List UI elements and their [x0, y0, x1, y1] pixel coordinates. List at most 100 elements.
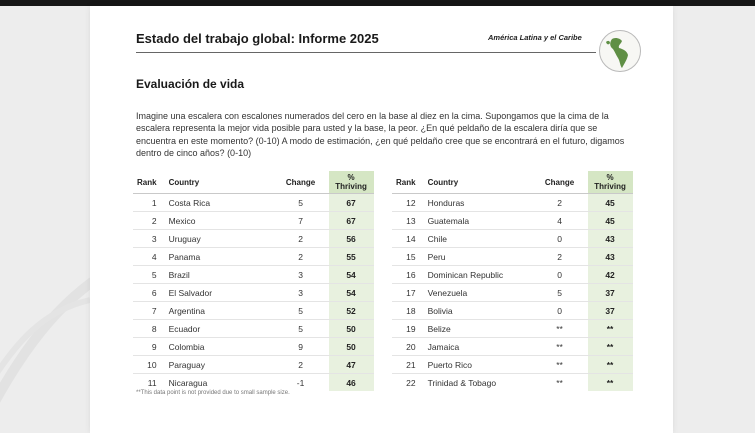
rank-cell: 12	[392, 193, 420, 212]
rank-cell: 16	[392, 265, 420, 284]
country-cell: Trinidad & Tobago	[427, 377, 497, 388]
rank-cell: 11	[147, 377, 157, 388]
thriving-cell: 56	[328, 229, 374, 248]
country-cell: Ecuador	[160, 319, 273, 338]
country-cell: Argentina	[160, 301, 273, 320]
thriving-cell: 46	[328, 373, 374, 391]
americas-globe-icon	[599, 30, 641, 72]
change-cell: **	[531, 355, 588, 374]
table-header-row: Rank Country Change % Thriving	[392, 171, 633, 194]
rank-cell: 22	[406, 377, 416, 388]
table-header-row: Rank Country Change % Thriving	[133, 171, 374, 194]
rank-cell: 6	[133, 283, 161, 302]
rank-header: Rank	[133, 171, 161, 194]
table-row: 2 Mexico 7 67	[133, 211, 374, 230]
change-cell: 2	[531, 193, 588, 212]
section-title: Evaluación de vida	[136, 77, 245, 91]
country-cell: Honduras	[419, 193, 532, 212]
change-cell: 0	[531, 301, 588, 320]
thriving-cell: **	[587, 337, 633, 356]
change-cell: 3	[272, 283, 329, 302]
table-row: 7 Argentina 5 52	[133, 301, 374, 320]
thriving-cell: 67	[328, 211, 374, 230]
country-cell: Guatemala	[419, 211, 532, 230]
country-cell: Jamaica	[419, 337, 532, 356]
question-text: Imagine una escalera con escalones numer…	[136, 111, 625, 159]
table-row: 5 Brazil 3 54	[133, 265, 374, 284]
change-cell: 2	[531, 247, 588, 266]
header-divider	[136, 52, 596, 53]
rank-cell: 15	[392, 247, 420, 266]
thriving-cell: 67	[328, 193, 374, 212]
table-row: 19 Belize ** **	[392, 319, 633, 338]
table-row: 22 Trinidad & Tobago ** **	[392, 373, 633, 391]
thriving-cell: **	[587, 355, 633, 374]
thriving-cell: 55	[328, 247, 374, 266]
thriving-cell: 45	[587, 193, 633, 212]
footnote: **This data point is not provided due to…	[136, 390, 290, 396]
change-cell: **	[531, 337, 588, 356]
country-cell: Bolivia	[419, 301, 532, 320]
table-row: 17 Venezuela 5 37	[392, 283, 633, 302]
table-row: 11 Nicaragua -1 46	[133, 373, 374, 391]
change-cell: 7	[272, 211, 329, 230]
table-row: 21 Puerto Rico ** **	[392, 355, 633, 374]
rank-cell: 19	[392, 319, 420, 338]
thriving-cell: 43	[587, 247, 633, 266]
country-cell: Nicaragua	[168, 377, 208, 388]
rank-cell: 2	[133, 211, 161, 230]
table-row: 12 Honduras 2 45	[392, 193, 633, 212]
top-bar	[0, 0, 755, 6]
change-cell: **	[556, 377, 563, 388]
change-cell: 5	[272, 301, 329, 320]
country-header: Country	[160, 171, 273, 194]
table-row: 6 El Salvador 3 54	[133, 283, 374, 302]
rank-cell: 5	[133, 265, 161, 284]
thriving-cell: 37	[587, 301, 633, 320]
country-cell: Puerto Rico	[419, 355, 532, 374]
thriving-cell: 47	[328, 355, 374, 374]
thriving-cell: 52	[328, 301, 374, 320]
country-cell: Uruguay	[160, 229, 273, 248]
rank-cell: 20	[392, 337, 420, 356]
ranking-rows-right: 12 Honduras 2 45 13 Guatemala 4 45 14 Chile 0 43 15 P…	[392, 193, 633, 391]
thriving-cell: 43	[587, 229, 633, 248]
rank-cell: 4	[133, 247, 161, 266]
country-cell: Chile	[419, 229, 532, 248]
change-cell: 3	[272, 265, 329, 284]
thriving-cell: 42	[587, 265, 633, 284]
table-row: 3 Uruguay 2 56	[133, 229, 374, 248]
change-cell: **	[531, 319, 588, 338]
change-header: Change	[272, 171, 329, 194]
report-title: Estado del trabajo global: Informe 2025	[136, 31, 379, 46]
table-row: 18 Bolivia 0 37	[392, 301, 633, 320]
table-row: 20 Jamaica ** **	[392, 337, 633, 356]
thriving-cell: **	[587, 373, 633, 391]
change-cell: 2	[272, 247, 329, 266]
country-cell: Colombia	[160, 337, 273, 356]
table-row: 15 Peru 2 43	[392, 247, 633, 266]
ranking-rows-left: 1 Costa Rica 5 67 2 Mexico 7 67 3 Uruguay 2 56 4 Pana…	[133, 193, 374, 391]
country-cell: Panama	[160, 247, 273, 266]
thriving-cell: 50	[328, 337, 374, 356]
country-cell: Brazil	[160, 265, 273, 284]
table-row: 14 Chile 0 43	[392, 229, 633, 248]
change-cell: 0	[531, 265, 588, 284]
change-header: Change	[531, 171, 588, 194]
thriving-header: % Thriving	[587, 171, 633, 194]
ranking-table-left: Rank Country Change % Thriving 1 Costa Ri…	[133, 171, 374, 391]
rank-header: Rank	[392, 171, 420, 194]
change-cell: 5	[272, 193, 329, 212]
table-row: 13 Guatemala 4 45	[392, 211, 633, 230]
country-cell: Belize	[419, 319, 532, 338]
rank-cell: 3	[133, 229, 161, 248]
rank-cell: 18	[392, 301, 420, 320]
thriving-cell: 37	[587, 283, 633, 302]
country-cell: Costa Rica	[160, 193, 273, 212]
thriving-header: % Thriving	[328, 171, 374, 194]
country-header: Country	[419, 171, 532, 194]
change-cell: 2	[272, 229, 329, 248]
rank-cell: 1	[133, 193, 161, 212]
thriving-cell: 54	[328, 283, 374, 302]
change-cell: 2	[272, 355, 329, 374]
